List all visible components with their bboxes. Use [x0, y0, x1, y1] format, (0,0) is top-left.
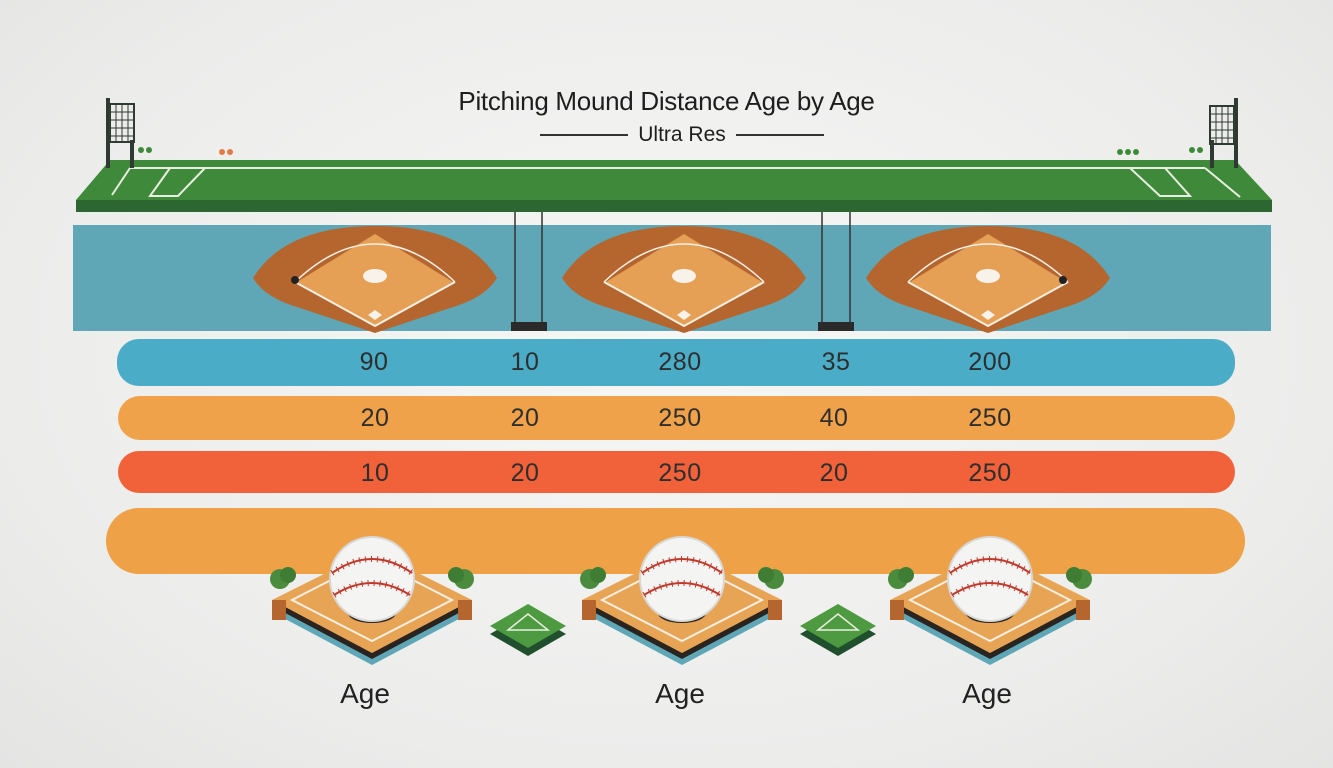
mound-3-icon [888, 537, 1092, 665]
mound-1-icon [270, 537, 474, 665]
left-net-icon [106, 98, 233, 168]
mound-3-label: Age [962, 678, 1012, 709]
subtitle-rule-right [735, 134, 824, 136]
row1-value-4: 35 [821, 348, 851, 376]
hanging-connector-1 [511, 212, 547, 331]
hanging-connector-2 [818, 212, 854, 331]
row2-value-2: 20 [510, 404, 540, 432]
base-2-icon [799, 603, 877, 657]
subtitle-rule-left [540, 134, 629, 136]
row-band-3 [118, 451, 1235, 493]
row3-value-1: 10 [360, 459, 390, 487]
row2-value-5: 250 [968, 404, 1012, 432]
page-title: Pitching Mound Distance Age by Age [458, 86, 875, 116]
row3-value-4: 20 [819, 459, 849, 487]
diamond-3 [866, 226, 1110, 333]
row1-value-5: 200 [968, 348, 1012, 376]
subtitle: Ultra Res [638, 123, 726, 146]
mound-1-label: Age [340, 678, 390, 709]
grass-strip [76, 160, 1272, 200]
row2-value-3: 250 [658, 404, 702, 432]
row3-value-2: 20 [510, 459, 540, 487]
subtitle-row: Ultra Res [540, 122, 824, 148]
diamond-1 [253, 226, 497, 333]
right-net-icon [1117, 98, 1238, 168]
row1-value-2: 10 [510, 348, 540, 376]
mound-2-label: Age [655, 678, 705, 709]
row-band-1 [117, 339, 1235, 386]
row2-value-4: 40 [819, 404, 849, 432]
diamond-2 [562, 226, 806, 333]
row1-value-1: 90 [359, 348, 389, 376]
mound-2-icon [580, 537, 784, 665]
row3-value-5: 250 [968, 459, 1012, 487]
base-1-icon [489, 603, 567, 657]
row1-value-3: 280 [658, 348, 702, 376]
row2-value-1: 20 [360, 404, 390, 432]
row3-value-3: 250 [658, 459, 702, 487]
grass-strip-edge [76, 200, 1272, 212]
row-band-2 [118, 396, 1235, 440]
